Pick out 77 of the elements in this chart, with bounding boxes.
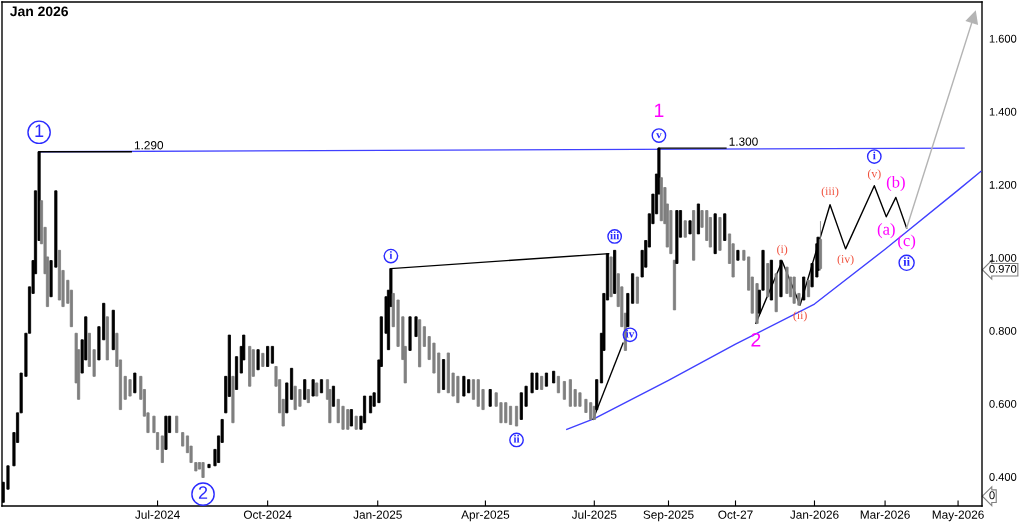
candlestick: [315, 382, 319, 397]
candlestick: [462, 375, 466, 397]
candlestick: [779, 259, 783, 298]
candlestick: [736, 249, 740, 261]
annotation: iii: [610, 231, 620, 240]
candlestick: [181, 432, 185, 447]
candlestick: [368, 395, 373, 414]
candlestick: [231, 375, 235, 424]
candlestick: [111, 309, 115, 351]
candlestick: [802, 276, 806, 301]
annotation: 1: [655, 103, 664, 117]
annotation: 1: [35, 124, 44, 137]
candlestick: [207, 463, 211, 469]
annotation: (iii): [821, 186, 839, 198]
candlestick: [609, 256, 613, 298]
y-tick-label: 0.800: [989, 326, 1017, 335]
candlestick: [683, 220, 687, 238]
candlestick: [774, 273, 778, 313]
annotation: (v): [867, 169, 881, 180]
y-tick-label: 1.200: [989, 180, 1017, 189]
candlestick: [349, 409, 353, 427]
candlestick: [414, 316, 418, 337]
x-tick-label: Mar-2026: [860, 510, 910, 519]
candlestick: [164, 415, 168, 450]
y-tick-label: 0.400: [989, 473, 1017, 481]
annotation: 2: [198, 486, 208, 499]
candlestick: [688, 220, 692, 235]
line-series: [566, 170, 982, 430]
annotation: (b): [886, 175, 905, 192]
candlestick: [133, 372, 137, 394]
candlestick: [354, 415, 358, 430]
annotation: (a): [877, 223, 895, 239]
y-tick-label: 0: [989, 491, 995, 500]
annotation: ii: [903, 257, 910, 266]
x-tick-label: Jul-2024: [135, 510, 180, 519]
x-tick-label: Oct-2024: [243, 510, 292, 519]
annotation: (ii): [793, 310, 807, 322]
y-tick-label: 1.600: [989, 34, 1017, 43]
x-tick-label: Oct-27: [718, 510, 753, 519]
candlestick: [261, 352, 265, 367]
annotation: v: [656, 133, 662, 139]
x-tick-label: Apr-2025: [461, 510, 510, 522]
annotation: (i): [777, 244, 788, 256]
candlestick: [696, 203, 700, 235]
candlestick: [718, 217, 722, 251]
annotation: iv: [625, 329, 635, 338]
x-tick-label: Jul-2025: [571, 510, 617, 519]
annotation: 2: [751, 332, 761, 347]
candlestick: [256, 349, 260, 371]
annotation: 1.300: [729, 137, 758, 146]
candlestick: [723, 213, 727, 241]
y-tick-label: 1.400: [989, 107, 1017, 116]
candlestick: [311, 379, 315, 397]
candlestick: [303, 379, 307, 400]
candlestick: [552, 370, 556, 384]
candlestick: [713, 213, 717, 255]
y-tick-label: 0.970: [989, 264, 1017, 273]
candlestick: [675, 210, 679, 264]
candlestick: [408, 316, 412, 351]
candlestick: [488, 389, 492, 407]
annotation: i: [389, 251, 393, 259]
annotation: 1.290: [134, 141, 164, 150]
annotation: (iv): [837, 254, 854, 266]
x-tick-label: Jan-2025: [353, 510, 402, 519]
x-tick-label: May-2026: [932, 510, 984, 522]
annotation: i: [873, 151, 876, 160]
x-tick-label: Sep-2025: [643, 510, 694, 522]
y-tick-label: 1.000: [989, 253, 1017, 262]
annotation: ii: [513, 434, 520, 443]
candlestick: [201, 462, 205, 478]
y-tick-label: 0.600: [989, 400, 1017, 408]
candlestick: [785, 266, 789, 294]
chart-title: Jan 2026: [10, 6, 69, 17]
candlestick: [544, 372, 548, 387]
candlestick: [766, 263, 770, 298]
x-tick-label: Jan-2026: [790, 510, 839, 519]
annotation: (c): [898, 234, 916, 250]
